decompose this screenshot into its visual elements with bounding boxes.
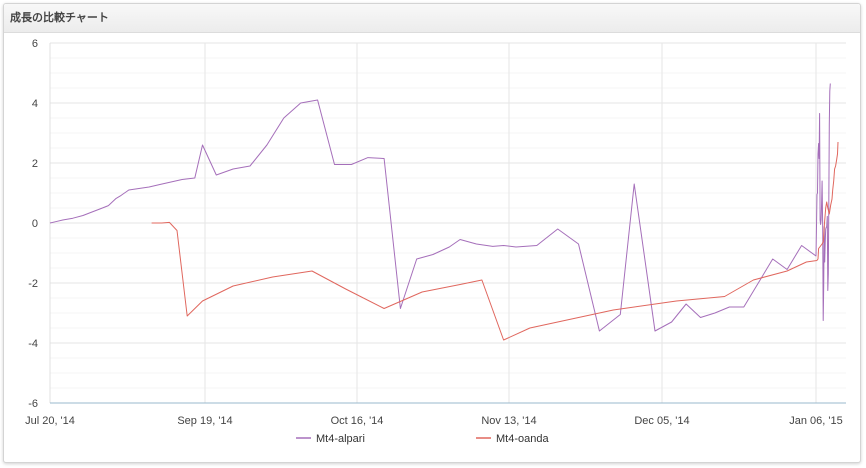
x-tick-label: Dec 05, '14 bbox=[634, 415, 689, 427]
x-tick-label: Sep 19, '14 bbox=[177, 415, 232, 427]
y-tick-label: 0 bbox=[32, 218, 38, 230]
chart-panel: 成長の比較チャート bbox=[3, 3, 861, 463]
panel-title: 成長の比較チャート bbox=[4, 4, 860, 33]
x-tick-label: Nov 13, '14 bbox=[481, 415, 536, 427]
y-tick-label: 6 bbox=[32, 38, 38, 50]
legend-label: Mt4-oanda bbox=[496, 433, 549, 445]
x-tick-label: Jan 06, '15 bbox=[789, 415, 842, 427]
y-tick-label: -2 bbox=[28, 278, 38, 290]
series-line-mt4-oanda bbox=[151, 141, 839, 341]
legend-label: Mt4-alpari bbox=[316, 433, 365, 445]
series-line-mt4-alpari bbox=[49, 83, 831, 332]
x-tick-label: Oct 16, '14 bbox=[331, 415, 384, 427]
x-tick-label: Jul 20, '14 bbox=[25, 415, 75, 427]
y-tick-label: 2 bbox=[32, 158, 38, 170]
y-tick-label: -6 bbox=[28, 398, 38, 410]
y-tick-label: -4 bbox=[28, 338, 38, 350]
y-tick-label: 4 bbox=[32, 98, 38, 110]
